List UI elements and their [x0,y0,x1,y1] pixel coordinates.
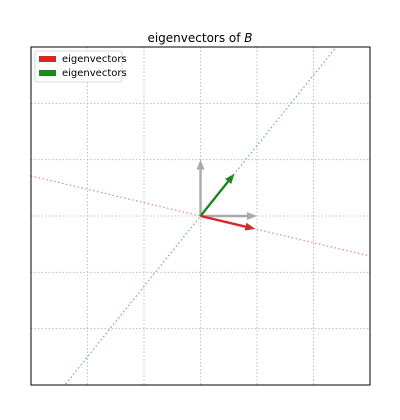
legend-swatch-green [39,70,56,76]
eigenvector-0-shaft [200,214,246,228]
basis-vector-0-head [247,212,257,220]
legend-box [34,50,123,83]
eigenvector-1 [199,173,235,217]
eigenvector-0 [200,214,256,231]
eigenvector-1-head [225,173,235,185]
legend-label-green: eigenvectors [62,68,127,79]
vectors [196,159,257,231]
plot-frame [30,46,371,386]
basis-vector-0 [200,212,257,220]
eigenvector-1-shaft [199,180,230,217]
eigenvector-0-head [244,222,256,231]
legend: eigenvectors eigenvectors [34,50,127,83]
legend-label-red: eigenvectors [62,54,127,65]
legend-swatch-red [39,56,56,62]
basis-vector-1-head [196,159,205,170]
basis-vector-1 [196,159,205,216]
chart-title: eigenvectors of B [147,31,252,45]
